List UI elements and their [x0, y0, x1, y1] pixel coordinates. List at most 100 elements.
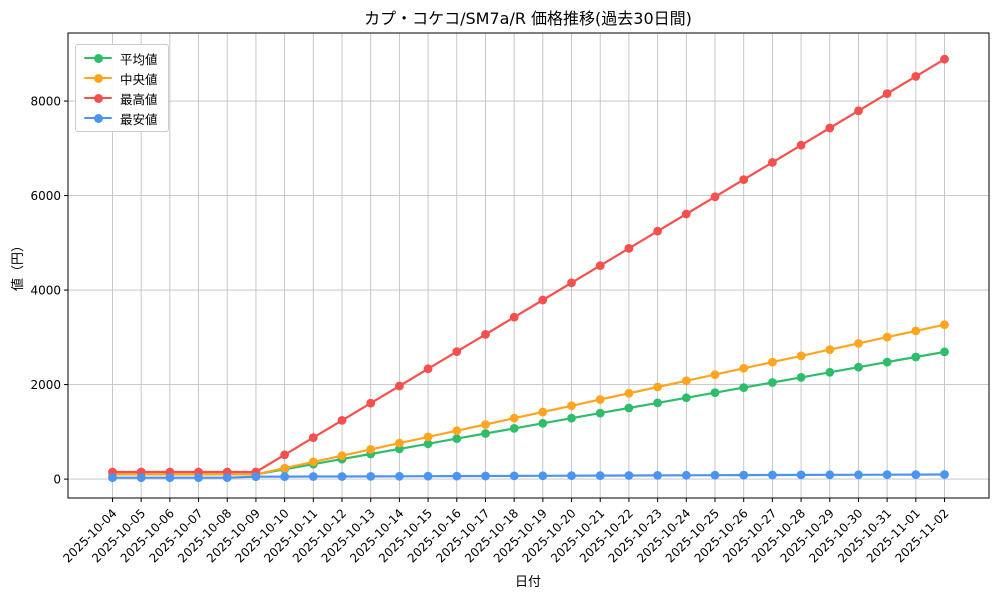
legend-label-min: 最安値 [120, 111, 158, 127]
series-line [111, 323, 946, 476]
y-tick-label: 2000 [30, 378, 61, 392]
data-point-marker [337, 451, 347, 461]
y-axis-label: 値（円） [10, 239, 26, 291]
data-point-marker [567, 413, 576, 423]
data-point-marker [567, 471, 576, 481]
data-point-marker [280, 450, 289, 460]
legend-item-median: 中央値 [84, 70, 158, 87]
data-point-marker [825, 367, 835, 377]
legend-item-min: 最安値 [84, 110, 158, 127]
data-point-marker [395, 381, 404, 391]
data-point-marker [595, 471, 605, 480]
data-point-marker [653, 398, 662, 408]
data-point-marker [768, 378, 777, 387]
data-point-marker [194, 473, 203, 483]
data-point-marker [366, 445, 376, 454]
data-point-marker [882, 89, 892, 98]
legend-label-median: 中央値 [120, 71, 158, 87]
data-point-marker [308, 472, 318, 481]
data-point-marker [567, 401, 576, 411]
data-point-marker [308, 433, 318, 442]
data-point-marker [108, 473, 117, 483]
data-point-marker [940, 347, 949, 357]
data-point-marker [739, 175, 749, 185]
data-point-marker [624, 244, 634, 253]
data-point-marker [882, 470, 892, 480]
data-point-marker [768, 357, 777, 367]
data-point-marker [882, 332, 892, 342]
data-point-marker [681, 393, 691, 403]
data-point-marker [825, 345, 835, 354]
data-point-marker [710, 370, 720, 379]
data-point-marker [739, 470, 749, 480]
data-point-marker [509, 471, 519, 481]
data-point-marker [739, 363, 749, 373]
data-point-marker [538, 295, 548, 305]
average-line-marker-icon [84, 53, 112, 63]
data-point-marker [366, 398, 376, 408]
data-point-marker [681, 470, 691, 480]
data-point-marker [423, 439, 433, 449]
data-point-marker [509, 312, 519, 322]
data-point-marker [796, 373, 806, 382]
min-line-marker-icon [84, 113, 112, 123]
data-point-marker [222, 473, 232, 483]
chart-title: カプ・コケコ/SM7a/R 価格推移(過去30日間) [364, 9, 692, 28]
data-point-marker [538, 407, 548, 417]
data-point-marker [768, 470, 777, 480]
data-point-marker [940, 320, 949, 330]
data-point-marker [366, 472, 376, 481]
median-line-marker-icon [84, 73, 112, 83]
legend-item-max: 最高値 [84, 90, 158, 107]
data-point-marker [481, 429, 490, 438]
data-point-marker [854, 106, 863, 116]
data-point-marker [796, 470, 806, 480]
data-point-marker [854, 470, 863, 480]
data-point-marker [653, 382, 662, 392]
data-point-marker [337, 416, 347, 425]
data-point-marker [481, 471, 490, 481]
data-point-marker [739, 383, 749, 392]
data-point-marker [423, 364, 433, 374]
data-point-marker [481, 420, 490, 429]
y-tick-label: 8000 [30, 94, 61, 108]
data-point-marker [710, 470, 720, 480]
data-point-marker [624, 471, 634, 480]
series-line [111, 473, 946, 479]
data-point-marker [854, 362, 863, 372]
series-line [111, 350, 946, 476]
data-point-marker [653, 471, 662, 480]
data-point-marker [280, 463, 289, 473]
data-point-marker [911, 72, 921, 81]
data-point-marker [395, 471, 404, 481]
data-point-marker [653, 226, 662, 236]
data-point-marker [911, 352, 921, 362]
data-point-marker [940, 470, 949, 479]
data-point-marker [165, 473, 175, 483]
y-tick-label: 0 [53, 472, 61, 486]
legend-label-average: 平均値 [120, 51, 158, 67]
data-point-marker [911, 326, 921, 336]
data-point-marker [681, 209, 691, 219]
data-point-marker [796, 140, 806, 150]
data-point-marker [395, 438, 404, 448]
max-line-marker-icon [84, 93, 112, 103]
data-point-marker [538, 418, 548, 428]
legend-label-max: 最高値 [120, 91, 158, 107]
data-point-marker [251, 472, 261, 482]
legend: 平均値 中央値 最高値 最安値 [75, 44, 169, 132]
tick-label-layer: 2025-10-042025-10-052025-10-062025-10-07… [30, 94, 951, 565]
data-point-marker [136, 473, 146, 483]
data-point-marker [452, 434, 462, 443]
data-point-marker [452, 471, 462, 481]
axes-layer [64, 32, 990, 502]
data-point-marker [481, 330, 490, 339]
data-point-marker [423, 432, 433, 442]
data-point-marker [595, 395, 605, 404]
series-layer [108, 54, 949, 483]
data-point-marker [940, 54, 949, 64]
data-point-marker [796, 351, 806, 361]
data-point-marker [882, 357, 892, 367]
plot-border [67, 32, 990, 499]
data-point-marker [423, 471, 433, 481]
